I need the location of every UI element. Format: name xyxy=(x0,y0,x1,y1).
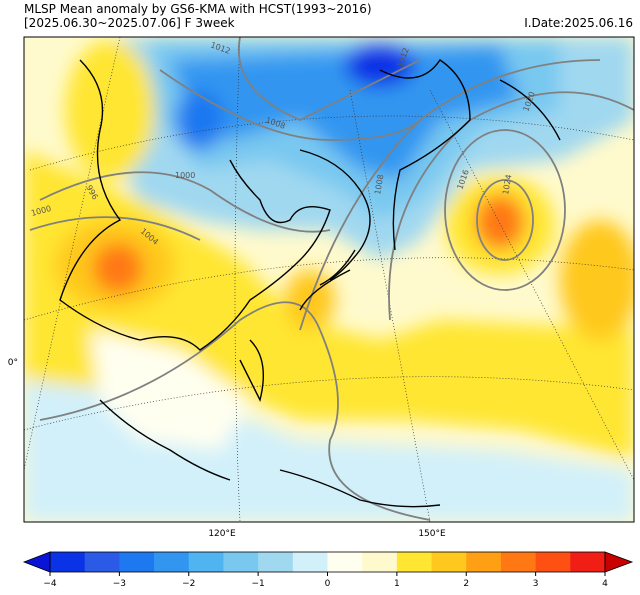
colorbar-box xyxy=(258,552,294,572)
colorbar-box xyxy=(362,552,398,572)
colorbar-tick-label: −3 xyxy=(113,579,126,589)
contour-label: 1008 xyxy=(373,174,385,196)
colorbar-tick-label: 4 xyxy=(602,579,608,589)
anomaly-field xyxy=(24,37,634,522)
colorbar-box xyxy=(535,552,571,572)
colorbar-box xyxy=(292,552,328,572)
colorbar: −4 −3 −2 −1 0 1 2 3 4 xyxy=(22,551,634,589)
colorbar-tick-label: 2 xyxy=(463,579,469,589)
lon-label: 150°E xyxy=(418,529,446,539)
colorbar-box xyxy=(431,552,467,572)
lon-label: 120°E xyxy=(208,529,236,539)
map-frame xyxy=(23,36,635,523)
isobars xyxy=(29,37,634,521)
colorbar-tick-label: 1 xyxy=(394,579,400,589)
colorbar-box xyxy=(500,552,537,572)
map: 1012 1008 1000 1000 996 1012 1008 1016 1… xyxy=(24,37,634,522)
colorbar-box xyxy=(223,552,259,572)
title: MLSP Mean anomaly by GS6-KMA with HCST(1… xyxy=(24,2,372,16)
colorbar-box xyxy=(188,552,224,572)
lat-label: 0° xyxy=(8,358,18,368)
colorbar-extend-high xyxy=(604,551,634,573)
colorbar-box xyxy=(466,552,502,572)
colorbar-tick-label: −4 xyxy=(43,579,57,589)
contour-label: 1024 xyxy=(501,174,513,196)
issue-date: I.Date:2025.06.16 xyxy=(524,16,633,30)
colorbar-extend-low xyxy=(22,551,51,573)
colorbar-box xyxy=(570,552,606,572)
colorbar-box xyxy=(396,552,433,572)
colorbar-tick-label: −1 xyxy=(251,579,264,589)
period: [2025.06.30~2025.07.06] F 3week xyxy=(24,16,235,30)
coastlines xyxy=(59,59,561,508)
colorbar-tick-label: −2 xyxy=(182,579,195,589)
colorbar-box xyxy=(50,552,86,572)
colorbar-tick-label: 0 xyxy=(325,579,331,589)
colorbar-tick-label: 3 xyxy=(533,579,539,589)
colorbar-box xyxy=(327,552,363,572)
colorbar-box xyxy=(119,552,155,572)
colorbar-box xyxy=(84,552,120,572)
colorbar-box xyxy=(154,552,190,572)
contour-label: 1000 xyxy=(175,171,195,180)
